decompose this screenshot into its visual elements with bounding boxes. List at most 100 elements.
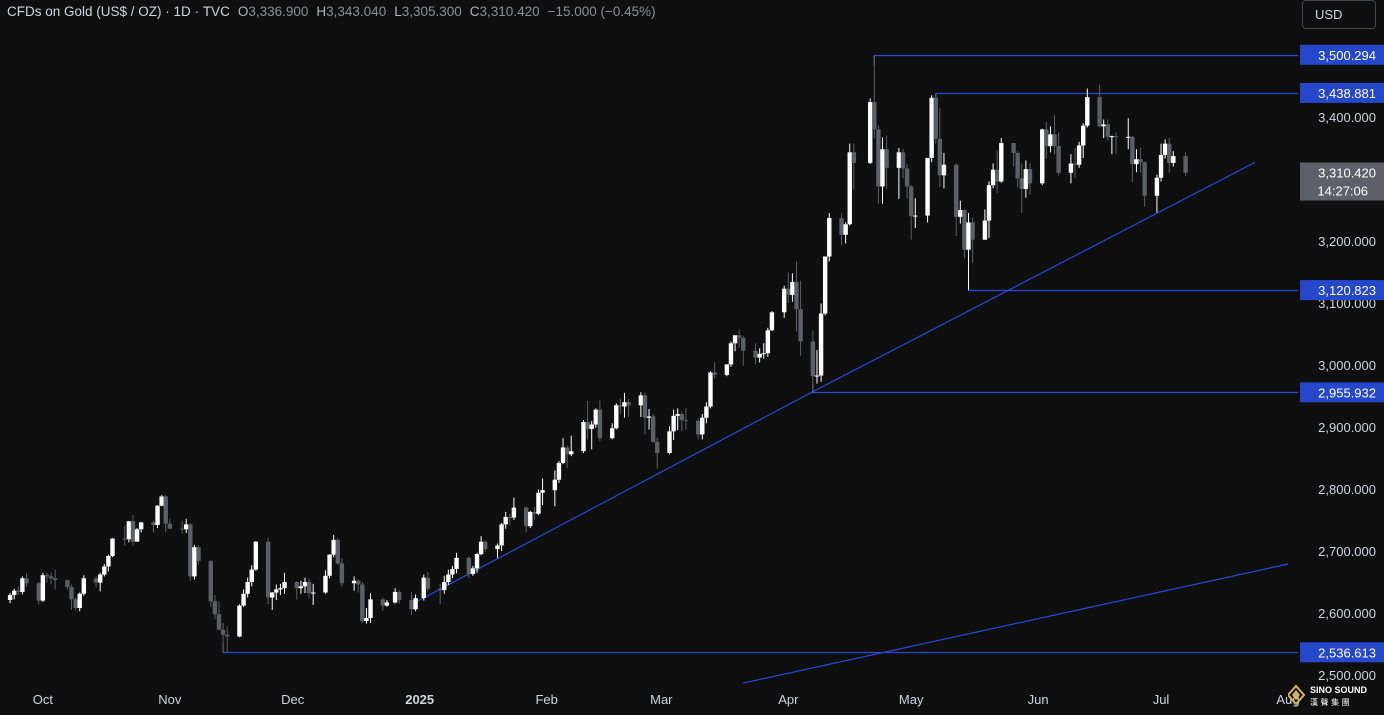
candle-body (589, 424, 594, 429)
candle-body (1056, 146, 1061, 173)
candle-body (73, 599, 78, 609)
sino-sound-logo: SINO SOUND 漢 聲 集 團 (1288, 684, 1368, 707)
candle-body (528, 511, 533, 527)
candle-body (761, 353, 766, 355)
candle-body (499, 524, 504, 546)
price-labels: 3,500.294 3,438.881 3,120.823 2,955.932 2,53… (1300, 44, 1384, 663)
candle-body (782, 288, 787, 313)
candle-body (1052, 134, 1057, 147)
candle-body (769, 312, 775, 331)
candle-body (1076, 145, 1082, 165)
candle-body (237, 605, 242, 637)
candle-body (765, 330, 771, 354)
candle-body (1105, 124, 1110, 137)
candle-body (216, 614, 222, 630)
candle-body (351, 580, 357, 584)
candle-body (450, 568, 455, 575)
candle-body (970, 222, 975, 240)
candle-body (1142, 162, 1147, 196)
candle-body (130, 521, 136, 542)
candle-body (712, 372, 717, 375)
candle-body (1162, 143, 1168, 155)
x-tick-label: Feb (535, 692, 557, 707)
candle-body (814, 375, 820, 377)
candle-body (184, 524, 189, 530)
candle-body (327, 554, 332, 576)
y-tick-label: 3,400.000 (1318, 110, 1376, 125)
candle-body (1015, 152, 1020, 179)
candle-body (1068, 163, 1074, 173)
open-label: O (237, 4, 249, 19)
time-axis[interactable]: Oct Nov Dec 2025 Feb Mar Apr May Jun Jul Aug (33, 692, 1300, 707)
candle-body (478, 541, 484, 555)
candle-body (98, 574, 103, 583)
candle-body (868, 102, 873, 163)
candle-body (1040, 129, 1045, 184)
candle-body (102, 566, 107, 575)
symbol-header: CFDs on Gold (US$ / OZ) · 1D · TVC O 3,33… (7, 4, 656, 19)
candle-body (1171, 156, 1176, 163)
candle-body (655, 441, 660, 454)
candle-body (364, 617, 369, 622)
candle-body (208, 560, 213, 602)
candle-body (622, 402, 627, 407)
candle-body (1113, 136, 1119, 138)
candle-body (818, 313, 824, 376)
currency-button[interactable]: USD (1302, 0, 1376, 29)
candle-body (44, 575, 50, 577)
candle-body (392, 591, 398, 603)
candle-body (794, 281, 799, 310)
candle-body (646, 416, 652, 418)
candle-body (409, 599, 414, 610)
candle-body (1011, 143, 1016, 153)
candle-body (36, 583, 41, 601)
candle-body (798, 309, 803, 342)
candle-body (683, 420, 689, 422)
low-label: L (394, 4, 402, 19)
candle-body (69, 586, 74, 600)
candle-body (339, 563, 345, 584)
level-label-text: 3,438.881 (1318, 86, 1376, 101)
currency-label: USD (1315, 7, 1343, 22)
close-label: C (469, 4, 480, 19)
candle-body (151, 522, 156, 525)
candle-body (163, 496, 168, 524)
candle-body (552, 479, 558, 491)
candle-body (941, 164, 947, 176)
candle-body (671, 415, 676, 432)
candle-body (310, 592, 316, 594)
candle-body (437, 588, 443, 591)
candle-body (122, 538, 127, 540)
candle-body (179, 528, 185, 530)
candle-body (786, 288, 791, 295)
level-label-box (1300, 642, 1384, 663)
candle-body (323, 575, 328, 593)
candle-body (1183, 156, 1188, 173)
symbol-name[interactable]: CFDs on Gold (US$ / OZ) (7, 4, 162, 19)
candle-body (523, 507, 529, 527)
candle-body (192, 547, 197, 577)
candle-body (1085, 97, 1090, 126)
source-label: TVC (202, 4, 230, 19)
candle-body (106, 555, 111, 567)
candle-body (1019, 178, 1024, 189)
candle-body (421, 577, 426, 599)
candle-body (511, 507, 517, 518)
candle-body (872, 102, 877, 130)
interval-label[interactable]: 1D (173, 4, 191, 19)
logo-mark-icon (1288, 684, 1306, 706)
candle-body (77, 593, 82, 609)
candle-body (908, 186, 914, 217)
candle-body (253, 541, 259, 570)
candle-body (851, 152, 857, 163)
high-value: 3,343.040 (326, 4, 387, 19)
logo-text-line2: 漢 聲 集 團 (1310, 697, 1350, 707)
candle-body (1023, 169, 1029, 189)
candle-body (913, 215, 918, 217)
candle-body (982, 220, 988, 240)
candle-body (384, 602, 390, 606)
candle-body (93, 578, 99, 583)
candle-body (220, 629, 226, 635)
candle-body (397, 591, 402, 600)
